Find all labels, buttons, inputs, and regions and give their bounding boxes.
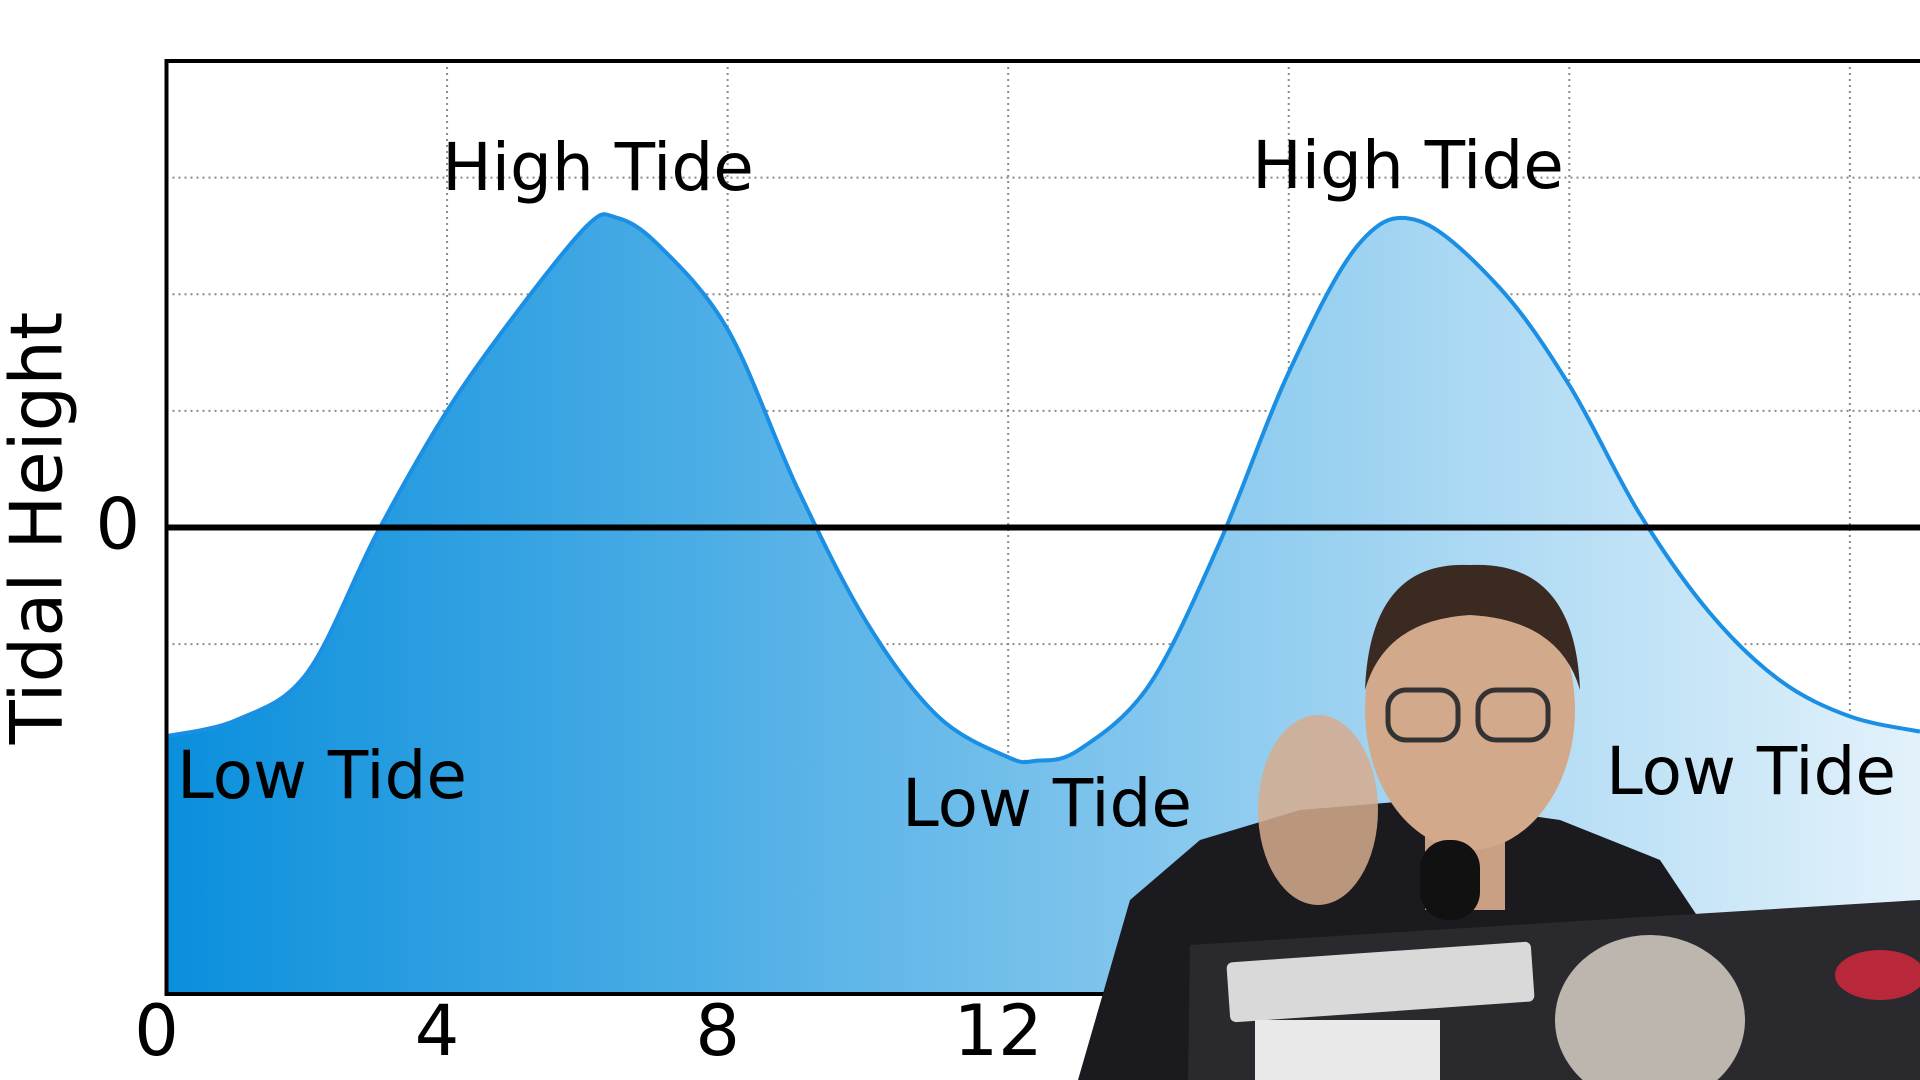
microphone bbox=[1420, 840, 1480, 920]
laptop-sticker-box bbox=[1255, 1020, 1440, 1080]
annotation: High Tide bbox=[1252, 127, 1564, 204]
glasses-left bbox=[1385, 687, 1461, 743]
x-tick-label: 8 bbox=[695, 990, 740, 1072]
person-hair bbox=[1365, 564, 1580, 690]
annotation: High Tide bbox=[442, 129, 754, 206]
y-axis-label: Tidal Height bbox=[0, 312, 79, 746]
x-tick-label: 4 bbox=[415, 990, 460, 1072]
laptop-sticker-hat bbox=[1835, 950, 1920, 1000]
axes bbox=[164, 59, 1920, 996]
tide-line bbox=[166, 212, 1920, 765]
annotation: Low Tide bbox=[902, 765, 1192, 842]
person-hand bbox=[1258, 715, 1378, 905]
glasses-right bbox=[1475, 687, 1551, 743]
y-tick-label: 0 bbox=[95, 484, 140, 566]
laptop-sticker-round bbox=[1555, 935, 1745, 1080]
annotation: Low Tide bbox=[1606, 733, 1896, 810]
person-head bbox=[1365, 570, 1575, 850]
x-tick-label: 12 bbox=[954, 990, 1043, 1072]
webcam-overlay bbox=[1078, 564, 1920, 1080]
laptop-sticker bbox=[1226, 941, 1535, 1023]
x-tick-label: 0 bbox=[134, 990, 179, 1072]
annotation: Low Tide bbox=[177, 737, 467, 814]
